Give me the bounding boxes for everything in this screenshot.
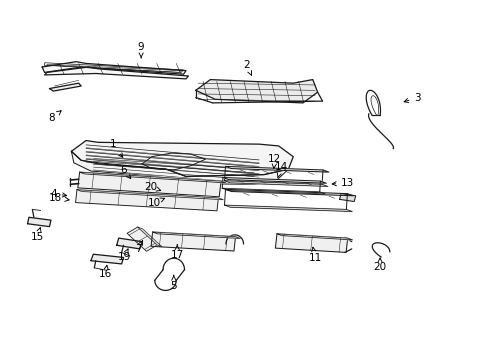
Text: 13: 13 [331, 178, 354, 188]
Polygon shape [147, 192, 171, 201]
Text: 14: 14 [274, 162, 287, 178]
Text: 17: 17 [170, 245, 183, 260]
Polygon shape [225, 166, 328, 172]
Polygon shape [127, 227, 157, 251]
Text: 5: 5 [170, 275, 177, 291]
Polygon shape [224, 205, 351, 212]
Polygon shape [225, 189, 352, 196]
Text: 4: 4 [50, 189, 66, 199]
Text: 8: 8 [48, 111, 61, 123]
Text: 1: 1 [109, 139, 122, 157]
Text: 11: 11 [308, 247, 321, 263]
Polygon shape [27, 217, 51, 226]
Text: 16: 16 [99, 265, 112, 279]
Text: 10: 10 [147, 198, 164, 208]
Text: 9: 9 [138, 42, 144, 58]
Polygon shape [71, 140, 293, 176]
Text: 19: 19 [117, 249, 130, 262]
Polygon shape [42, 62, 185, 74]
Polygon shape [77, 190, 223, 200]
Polygon shape [275, 234, 347, 252]
Polygon shape [80, 172, 225, 183]
Polygon shape [224, 181, 327, 186]
Text: 18: 18 [49, 193, 69, 203]
Polygon shape [195, 80, 317, 103]
Polygon shape [138, 227, 162, 247]
Polygon shape [152, 232, 240, 238]
Polygon shape [76, 190, 218, 211]
Polygon shape [117, 238, 142, 249]
Polygon shape [339, 194, 355, 202]
Polygon shape [222, 188, 325, 194]
Text: 12: 12 [267, 154, 281, 168]
Polygon shape [148, 181, 168, 190]
Polygon shape [223, 177, 325, 183]
Text: 6: 6 [120, 165, 130, 179]
Text: 15: 15 [31, 228, 44, 242]
Text: 3: 3 [403, 93, 420, 103]
Polygon shape [91, 254, 123, 264]
Text: 20: 20 [144, 182, 161, 192]
Polygon shape [276, 234, 352, 240]
Polygon shape [78, 172, 221, 197]
Polygon shape [44, 67, 188, 79]
Text: 20: 20 [373, 258, 386, 272]
Text: 2: 2 [243, 60, 251, 76]
Polygon shape [151, 232, 235, 251]
Polygon shape [49, 83, 81, 91]
Polygon shape [71, 151, 288, 184]
Text: 7: 7 [135, 241, 142, 254]
